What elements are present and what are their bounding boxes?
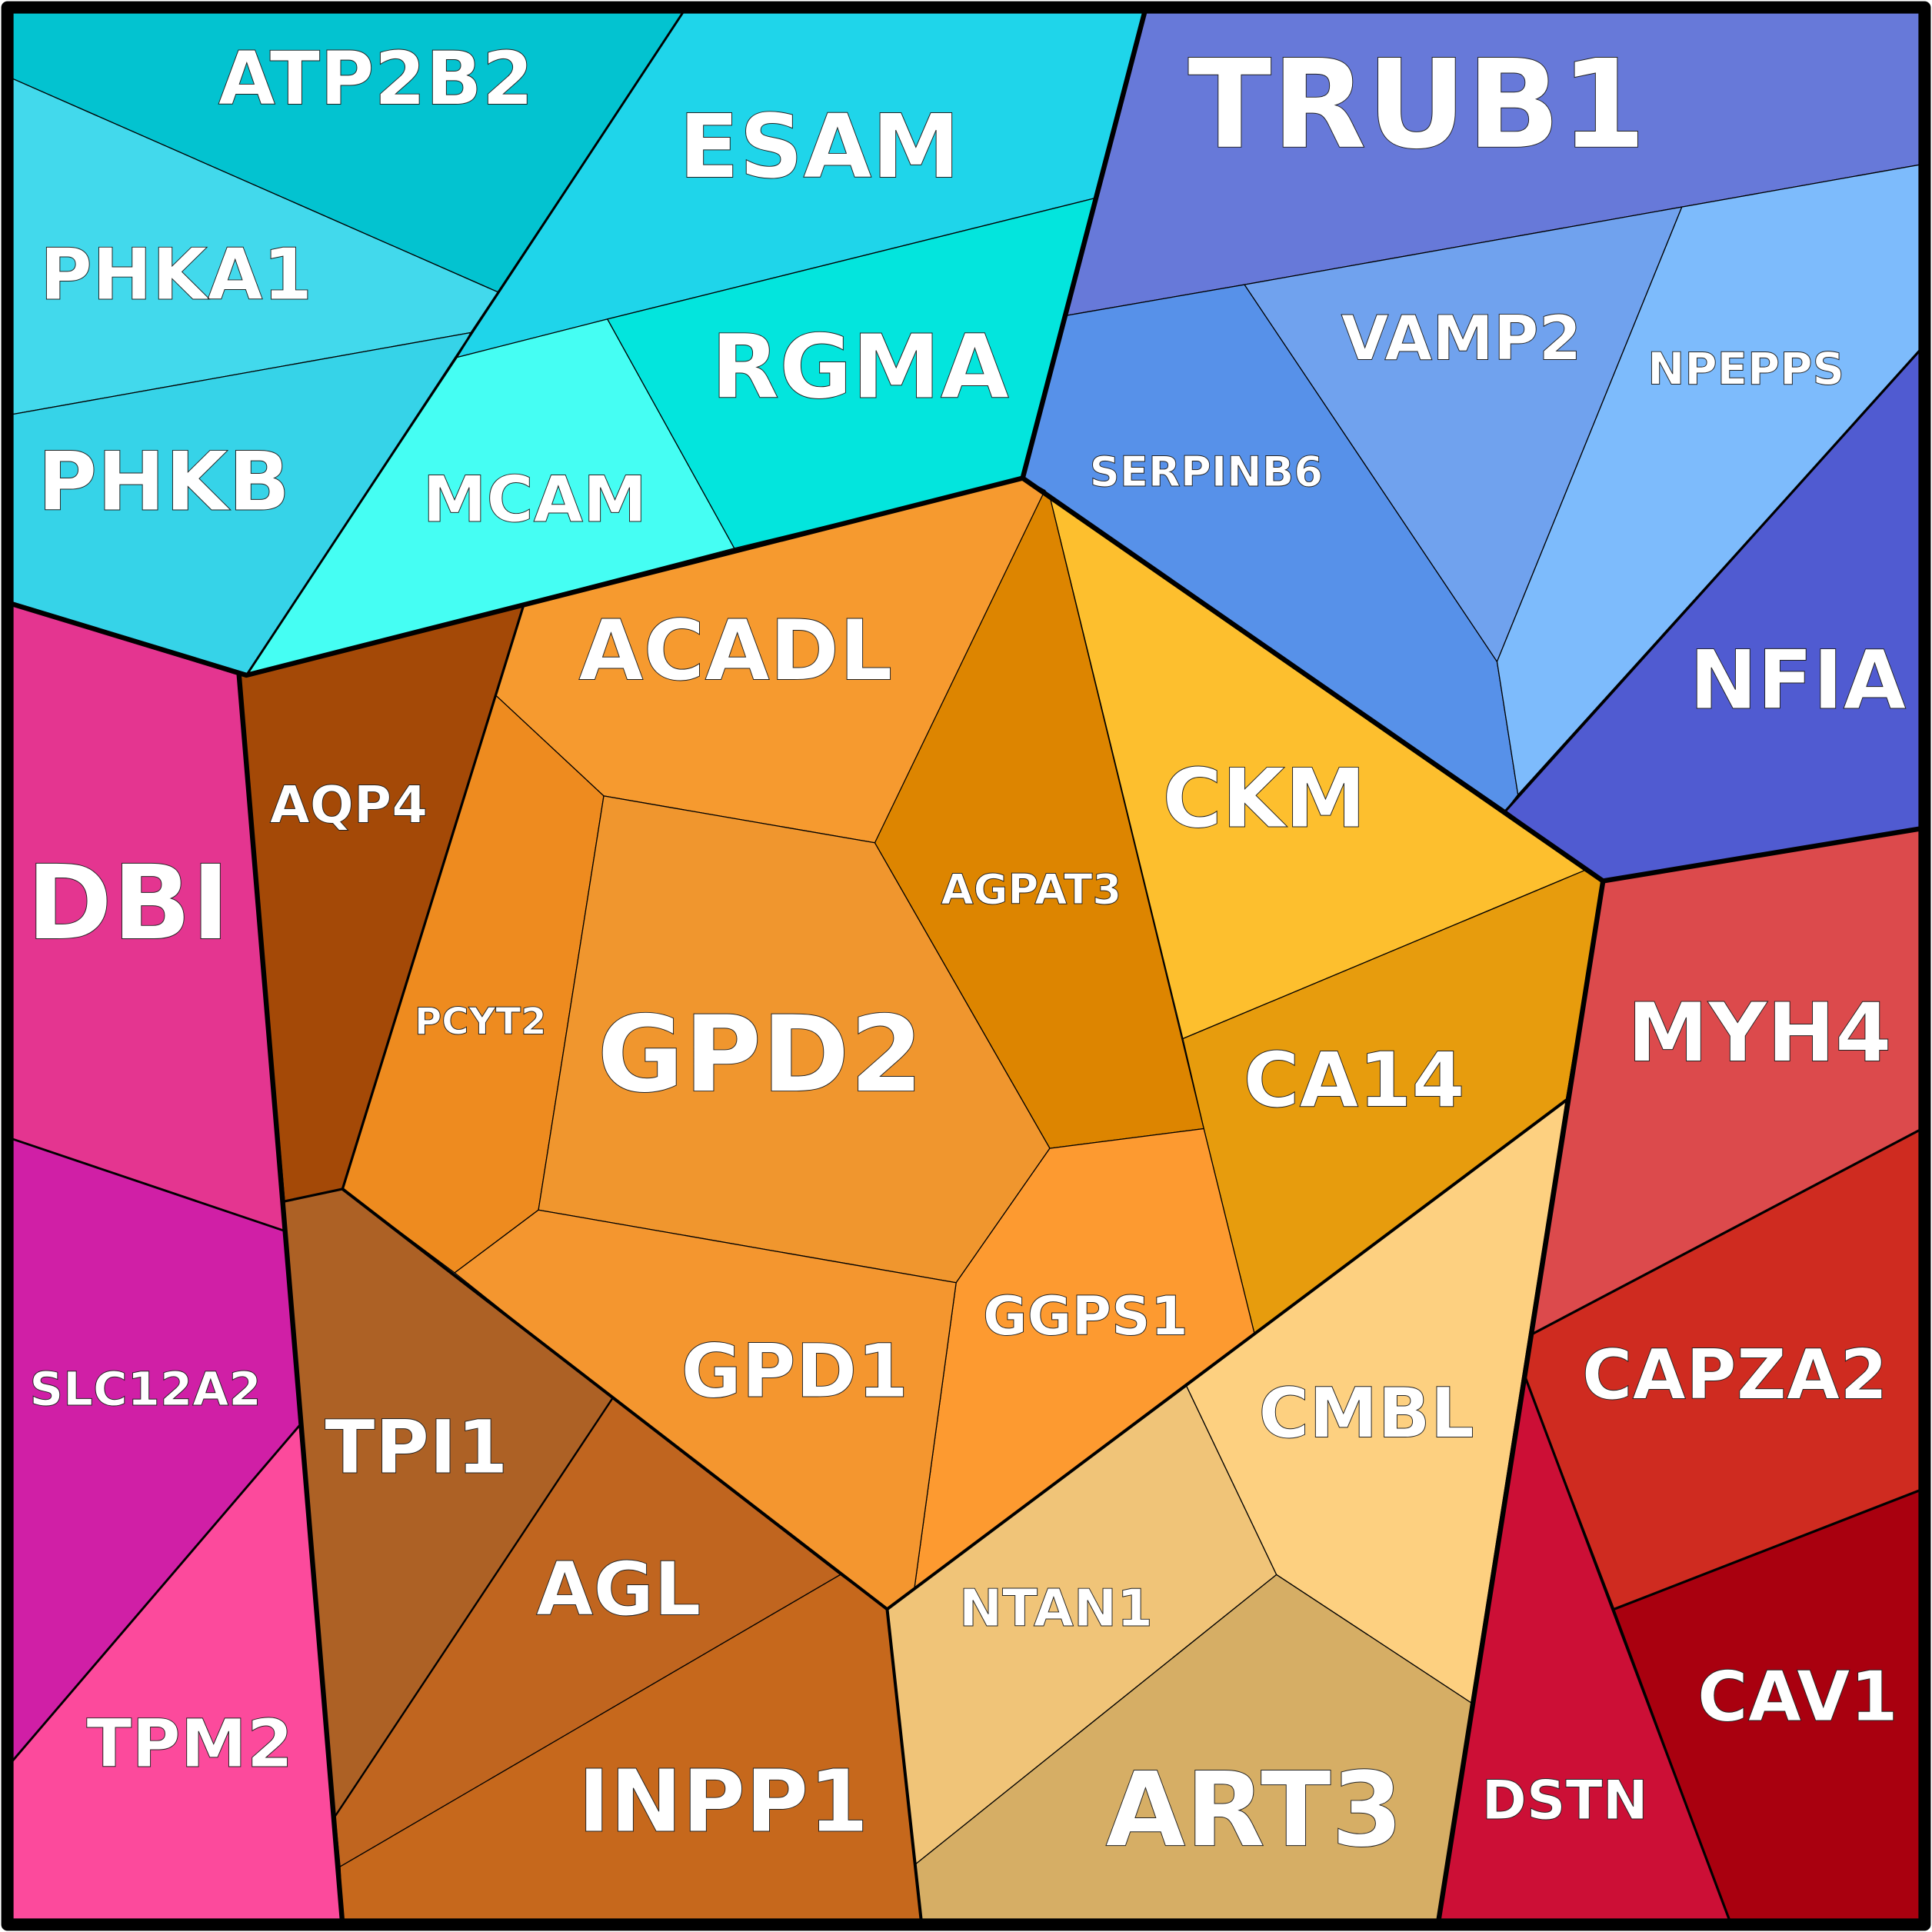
- group-border: [885, 1098, 1568, 1611]
- cell-label-phkb: PHKB: [38, 435, 290, 529]
- group-border: [236, 672, 345, 1927]
- cell-label-esam: ESAM: [678, 95, 960, 198]
- cell-label-cav1: CAV1: [1697, 1657, 1898, 1737]
- cell-label-tpi1: TPI1: [325, 1404, 508, 1491]
- cell-label-ggps1: GGPS1: [983, 1284, 1188, 1347]
- cell-label-rgma: RGMA: [711, 316, 1009, 419]
- group-border: [1435, 878, 1606, 1927]
- cell-label-phka1: PHKA1: [40, 233, 312, 316]
- cell-label-pcyt2: PCYT2: [415, 1000, 546, 1043]
- cell-label-art3: ART3: [1105, 1750, 1403, 1870]
- cell-label-dstn: DSTN: [1481, 1769, 1647, 1832]
- cell-label-acadl: ACADL: [578, 602, 892, 700]
- cell-label-mcam: MCAM: [423, 462, 647, 537]
- cell-label-cmbl: CMBL: [1258, 1374, 1474, 1454]
- group-border: [6, 1136, 286, 1232]
- cell-label-trub1: TRUB1: [1188, 32, 1646, 176]
- cell-label-myh4: MYH4: [1627, 985, 1892, 1080]
- group-border: [1613, 1487, 1926, 1611]
- group-border: [283, 604, 525, 1203]
- cell-label-serpinb6: SERPINB6: [1090, 447, 1323, 496]
- group-border: [1530, 1126, 1926, 1336]
- group-border: [1504, 343, 1926, 812]
- cell-label-dbi: DBI: [26, 843, 229, 964]
- cell-label-inpp1: INPP1: [578, 1752, 868, 1852]
- cell-label-nfia: NFIA: [1689, 633, 1906, 728]
- cell-label-npepps: NPEPPS: [1647, 342, 1844, 395]
- cell-label-tpm2: TPM2: [86, 1706, 293, 1783]
- group-border: [6, 1424, 301, 1768]
- cell-label-slc12a2: SLC12A2: [29, 1362, 261, 1417]
- cell-label-ckm: CKM: [1162, 751, 1366, 846]
- cell-label-ca14: CA14: [1244, 1037, 1465, 1125]
- group-border: [245, 6, 688, 677]
- cell-label-agpat3: AGPAT3: [941, 864, 1122, 914]
- cell-label-gpd2: GPD2: [597, 994, 923, 1117]
- cell-label-atp2b2: ATP2B2: [218, 35, 534, 122]
- cell-label-ntan1: NTAN1: [959, 1578, 1153, 1638]
- group-border: [5, 5, 1149, 678]
- cell-label-gpd1: GPD1: [681, 1328, 908, 1414]
- cell-label-capza2: CAPZA2: [1582, 1336, 1888, 1416]
- cell-label-aqp4: AQP4: [270, 774, 428, 834]
- cell-label-vamp2: VAMP2: [1341, 302, 1582, 374]
- group-border: [1524, 1376, 1733, 1926]
- cell-label-agl: AGL: [536, 1546, 701, 1632]
- group-border: [334, 1397, 614, 1817]
